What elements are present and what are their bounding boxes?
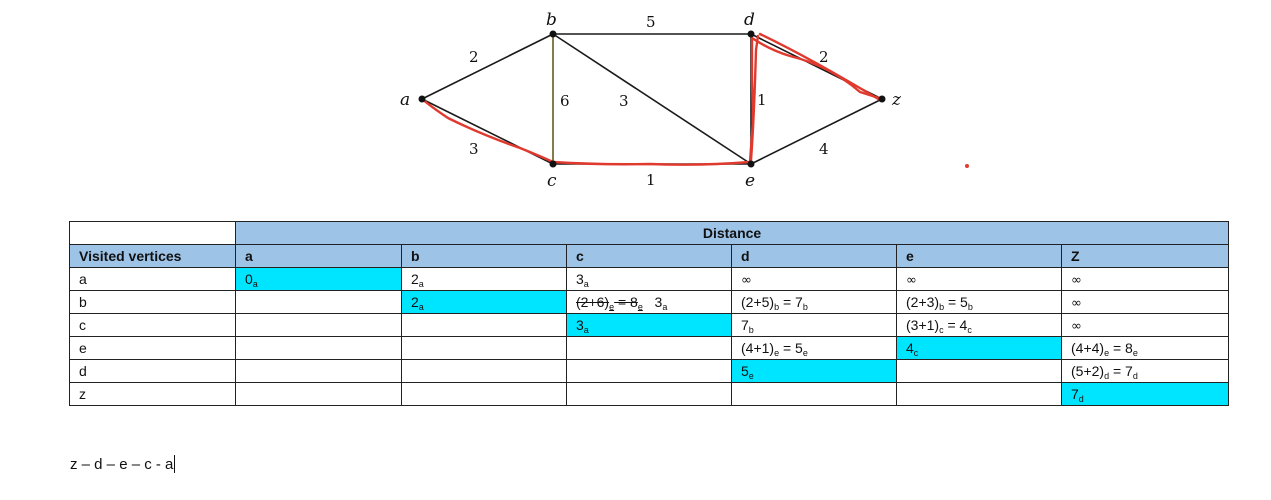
dist-cell-e: (2+3)b = 5b (896, 290, 1062, 314)
shortest-path-highlight (419, 32, 884, 166)
visited-vertices-header: Visited vertices (69, 244, 236, 268)
table-row: z 7d (69, 382, 1230, 406)
visited-cell: a (69, 267, 236, 291)
weight-a-c: 3 (469, 140, 479, 158)
text-caret (174, 455, 176, 473)
graph-edges (421, 33, 883, 165)
dist-cell-d (731, 382, 897, 406)
dijkstra-distance-table: Distance Visited vertices a b c d e Z a … (69, 221, 1230, 406)
table-row: b 2a (2+6)e = 8e 3a (2+5)b = 7b (2+3)b =… (69, 290, 1230, 314)
vertex-a-dot (418, 95, 426, 103)
column-header-a: a (235, 244, 402, 268)
table-row: c 3a 7b (3+1)c = 4c ∞ (69, 313, 1230, 337)
weight-d-z: 2 (819, 48, 829, 66)
path-d-z-stroke2 (758, 32, 882, 102)
edge-e-z (750, 98, 883, 165)
vertex-label-z: z (891, 90, 902, 110)
table-corner-cell (69, 221, 236, 245)
vertex-label-b: b (546, 10, 557, 30)
dist-cell-e (896, 359, 1062, 383)
dist-cell-z: (4+4)e = 8e (1060, 336, 1230, 360)
dist-cell-z: ∞ (1060, 290, 1230, 314)
dist-cell-b (401, 313, 567, 337)
vertex-label-e: e (745, 171, 755, 191)
column-header-b: b (401, 244, 567, 268)
dist-cell-e: ∞ (896, 267, 1062, 291)
edge-b-e (552, 33, 752, 165)
dist-cell-a (235, 382, 402, 406)
dist-cell-b: 2a (401, 267, 567, 291)
visited-cell: z (69, 382, 236, 406)
column-header-d: d (731, 244, 897, 268)
path-c-e (551, 160, 752, 166)
dist-cell-c: 3a (566, 267, 732, 291)
path-text-value: z – d – e – c - a (70, 456, 174, 473)
table-row: e (4+1)e = 5e 4c (4+4)e = 8e (69, 336, 1230, 360)
dist-cell-e (896, 382, 1062, 406)
dist-cell-z: ∞ (1060, 313, 1230, 337)
edge-a-b (421, 33, 554, 100)
weight-b-e: 3 (619, 92, 629, 110)
table-row: d 5e (5+2)d = 7d (69, 359, 1230, 383)
dist-cell-c: (2+6)e = 8e 3a (566, 290, 732, 314)
dist-cell-a: 0a (235, 267, 402, 291)
vertex-z-dot (878, 95, 886, 103)
dist-cell-z: ∞ (1060, 267, 1230, 291)
graph-diagram: a b c d e z 2 3 5 6 3 1 1 2 4 (400, 10, 902, 191)
visited-cell: e (69, 336, 236, 360)
dist-cell-d: 5e (731, 359, 897, 383)
dist-cell-c (566, 336, 732, 360)
vertex-b-dot (549, 30, 557, 38)
visited-cell: d (69, 359, 236, 383)
dist-cell-a (235, 336, 402, 360)
dist-cell-b: 2a (401, 290, 567, 314)
column-header-c: c (566, 244, 732, 268)
weight-b-c: 6 (560, 92, 570, 110)
dist-cell-a (235, 313, 402, 337)
stray-ink-dot (965, 164, 969, 168)
dist-cell-a (235, 359, 402, 383)
dist-cell-z: 7d (1060, 382, 1230, 406)
vertex-e-dot (747, 160, 755, 168)
weight-b-d: 5 (646, 13, 656, 31)
dist-cell-d: 7b (731, 313, 897, 337)
dist-cell-d: (4+1)e = 5e (731, 336, 897, 360)
weight-c-e: 1 (646, 171, 656, 189)
shortest-path-text[interactable]: z – d – e – c - a (70, 455, 176, 473)
dist-cell-d: (2+5)b = 7b (731, 290, 897, 314)
dist-cell-d: ∞ (731, 267, 897, 291)
weight-a-b: 2 (469, 48, 479, 66)
dist-cell-b (401, 359, 567, 383)
path-e-d-stroke2 (749, 34, 760, 162)
dist-cell-b (401, 336, 567, 360)
path-d-z (750, 36, 884, 101)
visited-cell: c (69, 313, 236, 337)
dist-cell-b (401, 382, 567, 406)
vertex-label-c: c (547, 171, 557, 191)
dist-cell-c (566, 359, 732, 383)
vertex-c-dot (549, 160, 557, 168)
path-a-c (419, 96, 555, 164)
dist-cell-e: 4c (896, 336, 1062, 360)
vertex-label-d: d (744, 10, 755, 30)
dist-cell-z: (5+2)d = 7d (1060, 359, 1230, 383)
table-row: a 0a 2a 3a ∞ ∞ ∞ (69, 267, 1230, 291)
dist-cell-c: 3a (566, 313, 732, 337)
dist-cell-c (566, 382, 732, 406)
visited-cell: b (69, 290, 236, 314)
column-header-z: Z (1060, 244, 1230, 268)
distance-header: Distance (234, 221, 1230, 245)
dist-cell-a (235, 290, 402, 314)
column-header-e: e (896, 244, 1062, 268)
weight-e-z: 4 (819, 140, 829, 158)
weight-d-e: 1 (757, 91, 767, 109)
graph-vertices (418, 30, 886, 168)
vertex-d-dot (747, 30, 755, 38)
dist-cell-e: (3+1)c = 4c (896, 313, 1062, 337)
vertex-label-a: a (400, 90, 410, 110)
